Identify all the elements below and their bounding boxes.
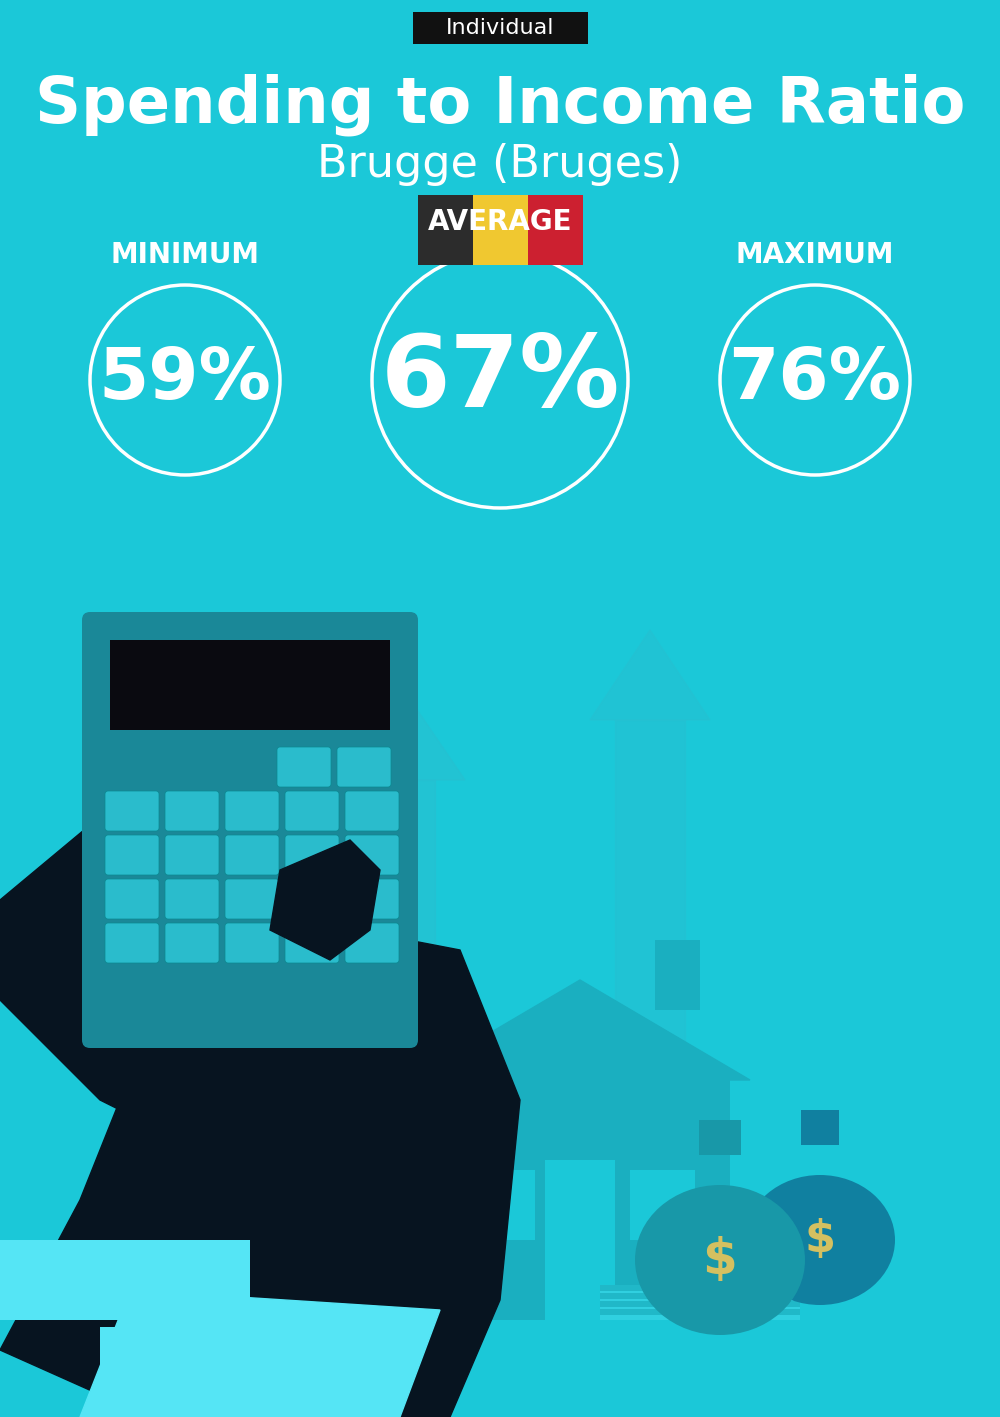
Text: $: $	[703, 1236, 737, 1284]
FancyBboxPatch shape	[82, 612, 418, 1049]
Bar	[0, 1240, 250, 1321]
FancyBboxPatch shape	[225, 791, 279, 830]
Bar	[413, 11, 588, 44]
FancyBboxPatch shape	[337, 747, 391, 786]
Bar	[600, 1309, 800, 1315]
Text: Spending to Income Ratio: Spending to Income Ratio	[35, 74, 965, 136]
Ellipse shape	[635, 1185, 805, 1335]
Bar	[110, 640, 390, 730]
FancyBboxPatch shape	[277, 747, 331, 786]
FancyBboxPatch shape	[225, 922, 279, 964]
Text: Individual: Individual	[446, 18, 554, 38]
Bar	[470, 1170, 535, 1240]
Bar	[600, 1285, 800, 1291]
Text: $: $	[804, 1219, 836, 1261]
Text: 59%: 59%	[99, 346, 271, 415]
FancyBboxPatch shape	[225, 835, 279, 876]
FancyBboxPatch shape	[165, 791, 219, 830]
Polygon shape	[590, 631, 710, 720]
Bar	[545, 1161, 615, 1321]
Bar	[630, 1170, 695, 1240]
FancyBboxPatch shape	[285, 922, 339, 964]
Ellipse shape	[745, 1175, 895, 1305]
FancyBboxPatch shape	[345, 835, 399, 876]
FancyBboxPatch shape	[285, 791, 339, 830]
Bar	[655, 939, 700, 1010]
Polygon shape	[345, 779, 435, 1161]
Bar	[528, 196, 582, 265]
FancyBboxPatch shape	[105, 835, 159, 876]
FancyBboxPatch shape	[285, 835, 339, 876]
Bar	[430, 1080, 730, 1321]
FancyBboxPatch shape	[285, 879, 339, 920]
Polygon shape	[0, 680, 350, 1200]
Bar	[600, 1285, 800, 1321]
Polygon shape	[80, 1289, 440, 1417]
FancyBboxPatch shape	[345, 922, 399, 964]
Polygon shape	[0, 900, 520, 1417]
FancyBboxPatch shape	[225, 879, 279, 920]
Text: 67%: 67%	[380, 332, 620, 428]
FancyBboxPatch shape	[165, 879, 219, 920]
FancyBboxPatch shape	[105, 879, 159, 920]
Text: MAXIMUM: MAXIMUM	[736, 241, 894, 269]
Bar	[418, 196, 473, 265]
Text: Brugge (Bruges): Brugge (Bruges)	[317, 143, 683, 187]
FancyBboxPatch shape	[165, 835, 219, 876]
Bar	[699, 1119, 741, 1155]
Polygon shape	[315, 670, 465, 779]
Text: AVERAGE: AVERAGE	[428, 208, 572, 237]
FancyBboxPatch shape	[345, 879, 399, 920]
Polygon shape	[410, 981, 750, 1080]
Bar	[600, 1301, 800, 1306]
FancyBboxPatch shape	[165, 922, 219, 964]
Polygon shape	[615, 720, 685, 1141]
Bar	[100, 1326, 400, 1417]
FancyBboxPatch shape	[105, 791, 159, 830]
Text: 76%: 76%	[728, 346, 902, 415]
Text: MINIMUM: MINIMUM	[110, 241, 260, 269]
FancyBboxPatch shape	[105, 922, 159, 964]
FancyBboxPatch shape	[345, 791, 399, 830]
Polygon shape	[270, 840, 380, 959]
Bar	[600, 1292, 800, 1299]
Bar	[801, 1110, 839, 1145]
Bar	[473, 196, 528, 265]
